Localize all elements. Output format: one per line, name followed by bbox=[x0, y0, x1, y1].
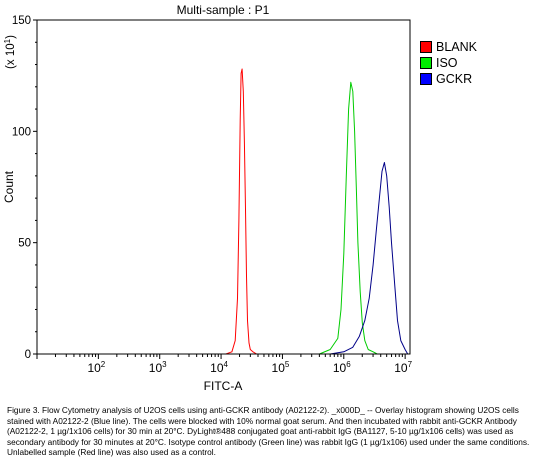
series-layer bbox=[225, 68, 409, 355]
x-tick-label: 106 bbox=[333, 360, 351, 375]
legend-item-gckr: GCKR bbox=[420, 71, 477, 87]
flow-cytometry-histogram: Multi-sample : P1 (x 101) Count 0 50 100 15… bbox=[2, 3, 413, 393]
y-tick-label: 100 bbox=[12, 126, 31, 138]
series-line-blank bbox=[225, 68, 257, 355]
x-tick-label: 103 bbox=[149, 360, 167, 375]
x-axis-label: FITC-A bbox=[204, 379, 243, 393]
chart-title: Multi-sample : P1 bbox=[177, 3, 270, 17]
legend: BLANK ISO GCKR bbox=[420, 39, 477, 87]
x-tick-label: 102 bbox=[87, 360, 105, 375]
legend-label: ISO bbox=[436, 56, 458, 70]
legend-label: BLANK bbox=[436, 40, 477, 54]
y-multiplier-close: ) bbox=[5, 35, 17, 39]
plot-frame bbox=[36, 19, 411, 355]
x-tick-label: 105 bbox=[272, 360, 290, 375]
x-axis-ticks: 102 103 104 105 106 107 bbox=[36, 354, 413, 375]
series-line-gckr bbox=[330, 162, 409, 355]
y-axis-label: Count bbox=[2, 170, 16, 203]
legend-label: GCKR bbox=[436, 72, 473, 86]
y-multiplier-text: (x 10 bbox=[5, 43, 17, 69]
y-tick-label: 150 bbox=[12, 15, 31, 27]
legend-item-blank: BLANK bbox=[420, 39, 477, 55]
legend-item-iso: ISO bbox=[420, 55, 477, 71]
x-tick-label: 104 bbox=[210, 360, 228, 375]
y-multiplier-exponent: 1 bbox=[3, 38, 12, 43]
y-tick-label: 50 bbox=[18, 238, 31, 250]
legend-swatch bbox=[420, 41, 432, 53]
legend-swatch bbox=[420, 73, 432, 85]
y-tick-label: 0 bbox=[25, 349, 31, 361]
y-multiplier-label: (x 101) bbox=[3, 35, 17, 69]
series-line-iso bbox=[319, 81, 378, 355]
x-tick-label: 107 bbox=[394, 360, 412, 375]
legend-swatch bbox=[420, 57, 432, 69]
figure-caption: Figure 3. Flow Cytometry analysis of U2O… bbox=[7, 405, 530, 458]
